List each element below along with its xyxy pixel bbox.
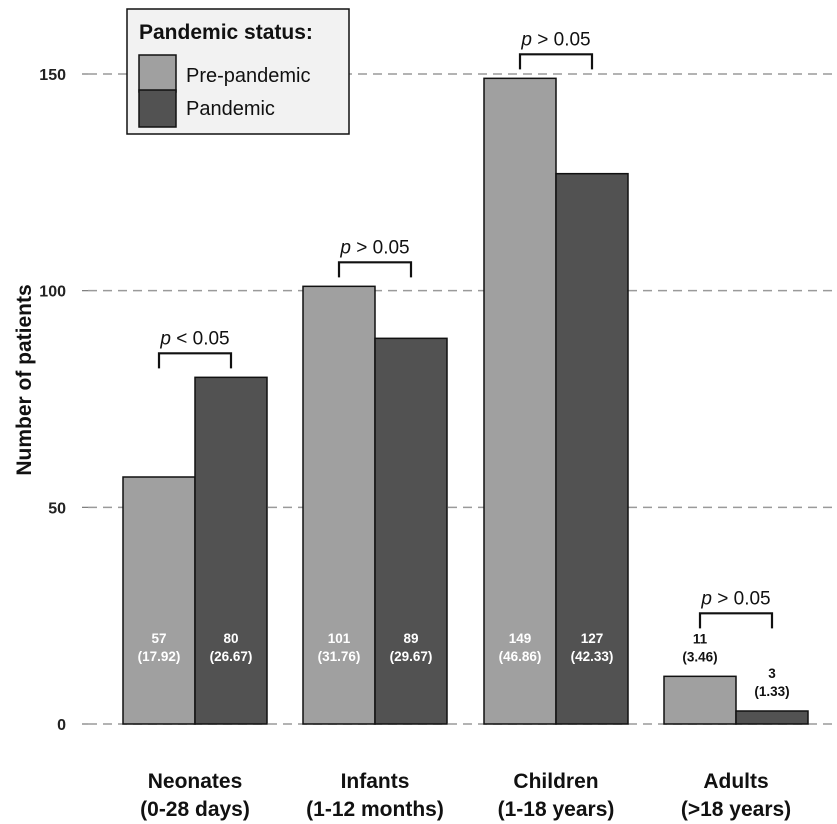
data-label-percent: (1.33) xyxy=(754,684,789,699)
category-labels: Neonates (0-28 days) Infants (1-12 months) C… xyxy=(140,770,791,821)
bar-pre-pandemic xyxy=(483,77,557,725)
data-label-value: 3 xyxy=(768,666,776,681)
category-label: Neonates (0-28 days) xyxy=(140,770,250,821)
significance-bracket xyxy=(157,352,233,369)
data-label-percent: (26.67) xyxy=(210,649,253,664)
bar-pandemic xyxy=(374,337,448,725)
legend-label-pandemic: Pandemic xyxy=(186,98,275,120)
p-value-label: p < 0.05 xyxy=(159,328,229,349)
data-label-percent: (31.76) xyxy=(318,649,361,664)
bar-pandemic xyxy=(555,172,629,725)
p-value-label: p > 0.05 xyxy=(339,237,409,258)
legend-label-pre-pandemic: Pre-pandemic xyxy=(186,65,311,87)
category-label: Infants (1-12 months) xyxy=(306,770,444,821)
legend: Pandemic status: Pre-pandemic Pandemic xyxy=(126,8,350,135)
data-label-percent: (29.67) xyxy=(390,649,433,664)
significance-bracket xyxy=(337,261,413,278)
data-label-value: 101 xyxy=(328,631,351,646)
data-label-percent: (3.46) xyxy=(682,649,717,664)
bar-pre-pandemic xyxy=(122,476,196,725)
category-label: Adults (>18 years) xyxy=(681,770,791,821)
data-label-percent: (17.92) xyxy=(138,649,181,664)
bar-pandemic xyxy=(194,376,268,725)
y-tick-label: 100 xyxy=(39,284,66,301)
significance-annotations: p < 0.05 p > 0.05 p > 0.05 p > 0.05 xyxy=(157,29,774,629)
data-label-value: 57 xyxy=(151,631,166,646)
y-tick-label: 0 xyxy=(57,717,66,734)
legend-title: Pandemic status: xyxy=(139,21,313,44)
y-tick-label: 50 xyxy=(48,500,66,517)
legend-swatch-pandemic xyxy=(138,89,177,128)
data-label-percent: (42.33) xyxy=(571,649,614,664)
p-value-label: p > 0.05 xyxy=(520,29,590,50)
y-tick-label: 150 xyxy=(39,67,66,84)
bar-pandemic xyxy=(735,710,809,725)
p-value-label: p > 0.05 xyxy=(700,588,770,609)
significance-bracket xyxy=(518,53,594,70)
data-label-percent: (46.86) xyxy=(499,649,542,664)
data-label-value: 127 xyxy=(581,631,604,646)
bar-pre-pandemic xyxy=(302,285,376,725)
category-label: Children (1-18 years) xyxy=(498,770,615,821)
bar-pre-pandemic xyxy=(663,675,737,725)
data-label-value: 80 xyxy=(223,631,238,646)
bars xyxy=(122,77,809,725)
y-axis-ticks: 0 50 100 150 xyxy=(39,67,88,734)
data-labels: 57 (17.92) 80 (26.67) 101 (31.76) 89 (29.67) 149… xyxy=(138,631,790,699)
data-label-value: 149 xyxy=(509,631,532,646)
data-label-value: 11 xyxy=(693,631,708,646)
significance-bracket xyxy=(698,612,774,629)
data-label-value: 89 xyxy=(403,631,418,646)
y-axis-label: Number of patients xyxy=(13,284,36,475)
legend-swatch-pre-pandemic xyxy=(138,54,177,93)
